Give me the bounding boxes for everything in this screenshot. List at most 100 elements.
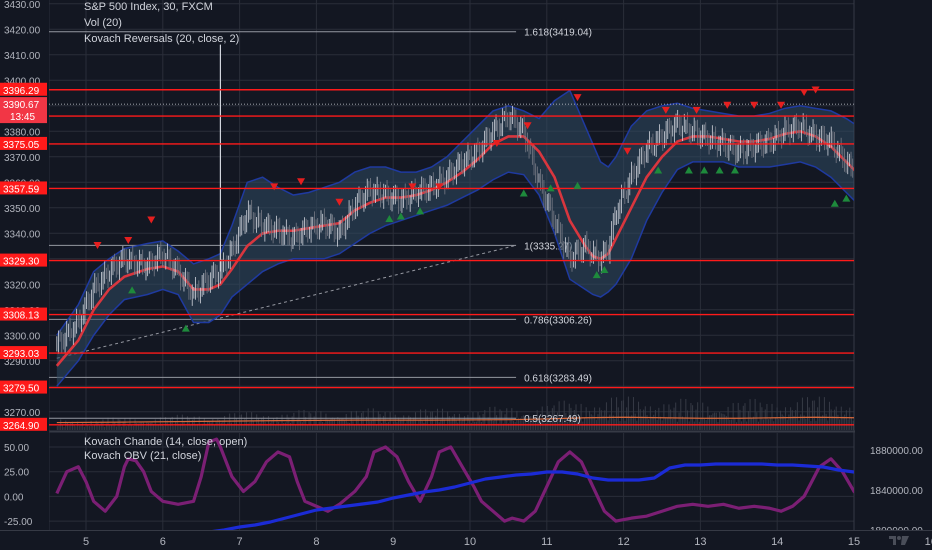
down-reversal-arrow xyxy=(573,94,582,102)
level-price-tag xyxy=(0,346,47,360)
volume-bar xyxy=(278,421,280,430)
volume-bar xyxy=(675,402,677,430)
fibonacci-retracement[interactable]: 1.618(3419.04) 1(3335.27) 0.786(3306.26) 0.… xyxy=(49,28,592,425)
up-reversal-arrow xyxy=(519,189,528,197)
volume-bar xyxy=(818,396,820,430)
volume-bar xyxy=(208,421,210,430)
volume-bar xyxy=(548,411,550,430)
down-reversal-arrow xyxy=(93,242,102,250)
volume-bar xyxy=(149,422,151,430)
volume-bar xyxy=(646,415,648,430)
up-reversal-arrow xyxy=(830,199,839,207)
volume-bar xyxy=(626,407,628,430)
volume-bar xyxy=(687,410,689,430)
obv-legend[interactable]: Kovach OBV (21, close) xyxy=(84,450,202,462)
reversals-legend[interactable]: Kovach Reversals (20, close, 2) xyxy=(84,33,240,45)
volume-bar xyxy=(268,416,270,430)
volume-bar xyxy=(565,413,567,430)
volume-bar xyxy=(558,401,560,430)
volume-bar xyxy=(725,416,727,430)
volume-bar xyxy=(283,422,285,430)
volume-bar xyxy=(594,407,596,430)
volume-bar xyxy=(592,415,594,430)
volume-bar xyxy=(832,416,834,430)
price-tick-label: 3380.00 xyxy=(4,127,41,138)
current-price-label: 3390.67 xyxy=(3,100,40,111)
volume-bar xyxy=(387,421,389,430)
volume-bar xyxy=(533,416,535,430)
volume-bar xyxy=(631,415,633,430)
volume-bar xyxy=(739,409,741,430)
volume-bar xyxy=(146,421,148,430)
volume-legend[interactable]: Vol (20) xyxy=(84,17,122,29)
volume-bar xyxy=(369,421,371,430)
support-resistance-levels[interactable] xyxy=(49,89,854,426)
level-price-tag xyxy=(0,253,47,267)
down-reversal-arrow xyxy=(270,183,279,191)
volume-bar xyxy=(791,410,793,430)
volume-bar xyxy=(70,423,72,430)
volume-bar xyxy=(284,422,286,430)
volume-bar xyxy=(428,424,430,430)
volume-bar xyxy=(717,422,719,430)
volume-bar xyxy=(447,411,449,430)
volume-bar xyxy=(715,412,717,430)
volume-bar xyxy=(372,408,374,430)
volume-bar xyxy=(97,422,99,430)
volume-bar xyxy=(651,416,653,430)
volume-bar xyxy=(583,417,585,430)
volume-bar xyxy=(604,410,606,430)
volume-bar xyxy=(360,413,362,430)
volume-bar xyxy=(213,424,215,430)
volume-bar xyxy=(127,424,129,430)
volume-bar xyxy=(306,424,308,430)
volume-bar xyxy=(366,416,368,430)
volume-bar xyxy=(452,416,454,430)
volume-bar xyxy=(850,416,852,430)
volume-bar xyxy=(629,418,631,430)
volume-bar xyxy=(752,416,754,430)
volume-bar xyxy=(450,421,452,430)
volume-bar xyxy=(100,421,102,430)
volume-bar xyxy=(568,403,570,430)
volume-bar xyxy=(678,412,680,430)
level-price-tag xyxy=(0,136,47,150)
volume-bar xyxy=(766,403,768,430)
volume-bar xyxy=(712,413,714,430)
volume-bar xyxy=(75,426,77,430)
time-axis[interactable]: 5678910111213141516171819 xyxy=(0,530,932,550)
level-price-label: 3357.59 xyxy=(3,184,40,195)
volume-bar xyxy=(122,421,124,430)
obv-line xyxy=(211,462,854,530)
volume-bar xyxy=(436,408,438,430)
volume-bar xyxy=(828,401,830,430)
volume-bar xyxy=(602,415,604,430)
volume-bar xyxy=(83,426,85,430)
volume-bar xyxy=(562,417,564,430)
volume-bar xyxy=(751,417,753,430)
volume-bar xyxy=(173,425,175,430)
volume-bar xyxy=(416,423,418,430)
volume-bar xyxy=(665,418,667,430)
volume-bar xyxy=(148,422,150,430)
volume-bar xyxy=(521,416,523,430)
volume-bar xyxy=(621,400,623,430)
volume-bar xyxy=(475,421,477,430)
symbol-legend[interactable]: S&P 500 Index, 30, FXCM xyxy=(84,1,213,13)
volume-bar xyxy=(448,416,450,430)
volume-bar xyxy=(394,414,396,430)
volume-bar xyxy=(470,422,472,430)
volume-bar xyxy=(215,421,217,430)
volume-bar xyxy=(393,421,395,430)
volume-bar xyxy=(271,421,273,430)
volume-bar xyxy=(242,425,244,430)
volume-bar xyxy=(668,404,670,430)
volume-bar xyxy=(301,422,303,430)
up-reversal-arrow xyxy=(181,324,190,332)
volume-bar xyxy=(413,417,415,430)
chande-legend[interactable]: Kovach Chande (14, close, open) xyxy=(84,436,248,448)
volume-bar xyxy=(516,410,518,430)
volume-bar xyxy=(845,410,847,430)
